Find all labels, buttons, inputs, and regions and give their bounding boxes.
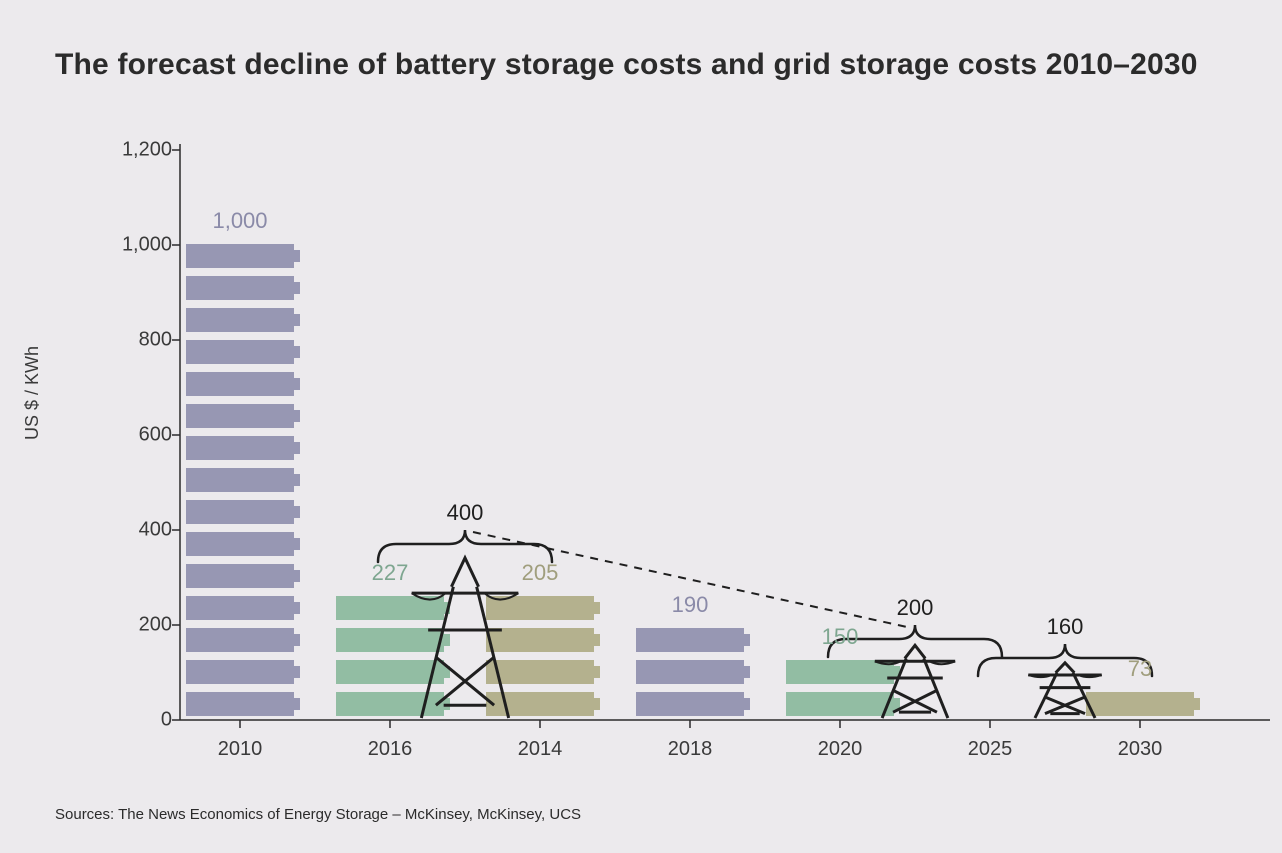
tower-value-label: 160: [1047, 614, 1084, 640]
x-tick-label: 2030: [1118, 738, 1163, 761]
x-tick-label: 2025: [968, 738, 1013, 761]
y-tick-label: 200: [139, 614, 172, 637]
sources-text: Sources: The News Economics of Energy St…: [55, 806, 581, 823]
x-tick-label: 2020: [818, 738, 863, 761]
y-tick-label: 1,200: [122, 139, 172, 162]
chart-svg: [0, 0, 1282, 853]
bar-value-label: 190: [672, 592, 709, 618]
x-tick-label: 2010: [218, 738, 263, 761]
tower-value-label: 200: [897, 595, 934, 621]
bar-value-label: 227: [372, 560, 409, 586]
y-tick-label: 0: [161, 709, 172, 732]
y-tick-label: 1,000: [122, 234, 172, 257]
y-tick-label: 400: [139, 519, 172, 542]
bar-value-label: 205: [522, 560, 559, 586]
bar-value-label: 73: [1128, 656, 1152, 682]
bar-value-label: 1,000: [212, 208, 267, 234]
x-tick-label: 2014: [518, 738, 563, 761]
y-tick-label: 600: [139, 424, 172, 447]
y-tick-label: 800: [139, 329, 172, 352]
bar-value-label: 150: [822, 624, 859, 650]
page: The forecast decline of battery storage …: [0, 0, 1282, 853]
x-tick-label: 2016: [368, 738, 413, 761]
x-tick-label: 2018: [668, 738, 713, 761]
tower-value-label: 400: [447, 500, 484, 526]
